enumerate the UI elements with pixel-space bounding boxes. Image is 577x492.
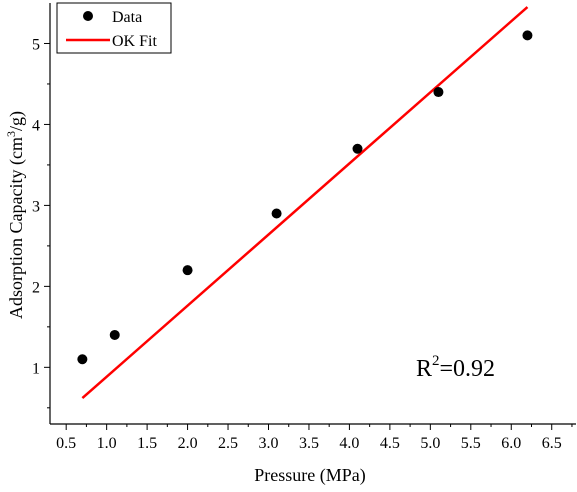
y-axis-title-main: Adsorption Capacity (cm bbox=[6, 137, 27, 319]
data-point bbox=[433, 87, 444, 98]
x-tick-label: 2.5 bbox=[218, 435, 238, 452]
r-squared-sup: 2 bbox=[432, 353, 440, 369]
x-tick-label: 3.5 bbox=[299, 435, 319, 452]
r-squared-base: R bbox=[416, 356, 432, 382]
x-tick-label: 3.0 bbox=[258, 435, 278, 452]
x-tick-label: 1.0 bbox=[97, 435, 117, 452]
data-point bbox=[522, 30, 533, 41]
legend-marker-data bbox=[83, 11, 93, 21]
x-axis: 0.5 1.0 1.5 2.0 2.5 3.0 3.5 4.0 4.5 5.0 5.5 6.0 6.5 bbox=[56, 424, 573, 452]
x-axis-title: Pressure (MPa) bbox=[254, 465, 365, 486]
x-tick-label: 6.5 bbox=[542, 435, 562, 452]
r-squared-tail: =0.92 bbox=[440, 356, 496, 382]
data-point bbox=[352, 143, 363, 154]
legend-box bbox=[56, 2, 172, 54]
x-tick-label: 0.5 bbox=[56, 435, 76, 452]
r-squared-annotation: R2=0.92 bbox=[416, 353, 495, 382]
x-tick-label: 2.0 bbox=[178, 435, 198, 452]
data-point bbox=[77, 354, 88, 365]
x-tick-label: 5.5 bbox=[461, 435, 481, 452]
x-tick-label: 5.0 bbox=[420, 435, 440, 452]
series-layer bbox=[77, 6, 533, 400]
legend-label-fit: OK Fit bbox=[112, 33, 157, 50]
y-tick-label: 5 bbox=[32, 36, 40, 53]
legend-label-data: Data bbox=[112, 9, 142, 26]
plot-frame bbox=[49, 3, 576, 425]
x-tick-label: 4.5 bbox=[380, 435, 400, 452]
x-tick-label: 1.5 bbox=[137, 435, 157, 452]
y-tick-label: 4 bbox=[32, 117, 40, 134]
legend: Data OK Fit bbox=[56, 2, 172, 54]
y-tick-label: 1 bbox=[32, 360, 40, 377]
x-tick-label: 4.0 bbox=[339, 435, 359, 452]
y-axis: 1 2 3 4 5 bbox=[32, 36, 50, 409]
data-point bbox=[271, 208, 282, 219]
y-tick-label: 3 bbox=[32, 198, 40, 215]
x-tick-label: 6.0 bbox=[501, 435, 521, 452]
y-axis-title-sup: 3 bbox=[4, 131, 18, 137]
fit-line bbox=[81, 6, 529, 400]
data-point bbox=[182, 265, 193, 276]
y-axis-title: Adsorption Capacity (cm3/g) bbox=[4, 111, 27, 319]
y-axis-title-tail: /g) bbox=[6, 111, 27, 131]
y-tick-label: 2 bbox=[32, 279, 40, 296]
data-point bbox=[109, 329, 120, 340]
